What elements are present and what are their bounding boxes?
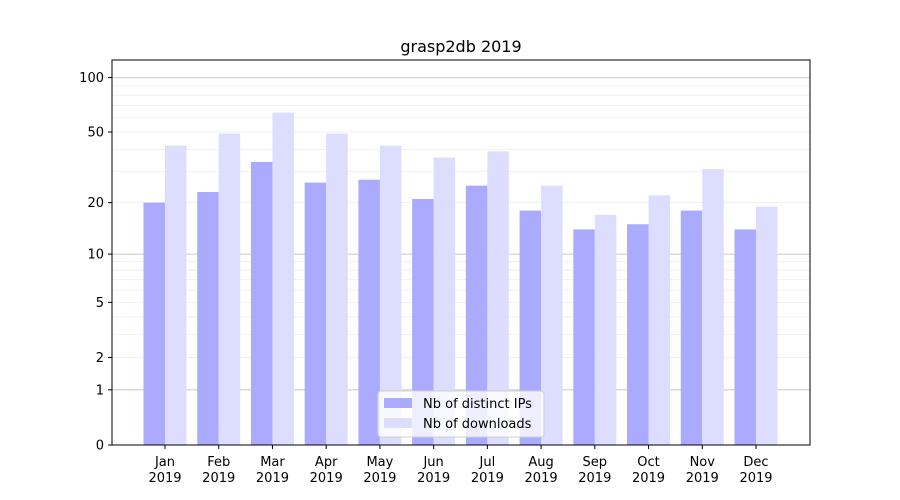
bar-downloads xyxy=(702,169,724,445)
y-tick-label: 100 xyxy=(79,71,104,86)
x-tick-label: Oct 2019 xyxy=(632,455,665,486)
x-tick-label: Feb 2019 xyxy=(202,455,235,486)
bar-distinct-ips xyxy=(143,202,165,445)
y-tick-label: 5 xyxy=(96,296,104,311)
legend: Nb of distinct IPs Nb of downloads xyxy=(377,390,545,438)
bar-distinct-ips xyxy=(465,185,488,446)
x-tick-label: May 2019 xyxy=(363,455,396,486)
bar-downloads xyxy=(756,206,778,445)
legend-label: Nb of distinct IPs xyxy=(423,397,532,412)
bar-downloads xyxy=(648,195,671,445)
legend-swatch xyxy=(384,398,412,408)
bar-distinct-ips xyxy=(573,229,595,445)
y-tick-label: 2 xyxy=(96,351,104,366)
bar-distinct-ips xyxy=(250,161,273,445)
bar-downloads xyxy=(218,133,241,445)
plot-frame xyxy=(111,59,811,446)
bar-distinct-ips xyxy=(197,192,219,445)
bars xyxy=(143,112,778,446)
bar-distinct-ips xyxy=(627,224,649,445)
y-tick-label: 20 xyxy=(87,196,104,211)
bar-downloads xyxy=(487,151,509,445)
y-tick-label: 10 xyxy=(87,248,104,263)
x-tick-label: Jan 2019 xyxy=(148,455,181,486)
x-tick-label: Mar 2019 xyxy=(256,455,289,486)
x-tick-label: Sep 2019 xyxy=(578,455,611,486)
y-tick-label: 50 xyxy=(87,126,104,141)
x-tick-label: Aug 2019 xyxy=(525,455,558,486)
bar-distinct-ips xyxy=(519,210,542,445)
bar-downloads xyxy=(379,145,402,445)
bar-downloads xyxy=(326,133,348,445)
bar-downloads xyxy=(433,157,456,446)
bar-downloads xyxy=(594,214,617,445)
x-axis: Jan 2019 Feb 2019 Mar 2019 Apr 2019 May 2019 Jun 20… xyxy=(148,445,773,486)
bar-downloads xyxy=(272,112,294,445)
bar-distinct-ips xyxy=(412,198,434,445)
x-tick-label: Dec 2019 xyxy=(739,455,772,486)
y-tick-label: 1 xyxy=(96,383,104,398)
legend-swatch xyxy=(384,418,412,428)
legend-box xyxy=(377,390,545,438)
legend-label: Nb of downloads xyxy=(423,417,532,432)
y-axis: 0 1 2 5 10 20 50 100 xyxy=(79,71,112,454)
bar-distinct-ips xyxy=(734,229,756,445)
bar-distinct-ips xyxy=(304,182,327,445)
bar-distinct-ips xyxy=(358,179,380,445)
chart-title: grasp2db 2019 xyxy=(400,37,521,56)
x-tick-label: Jul 2019 xyxy=(471,455,504,486)
bar-distinct-ips xyxy=(680,210,703,445)
x-tick-label: Nov 2019 xyxy=(686,455,719,486)
x-tick-label: Jun 2019 xyxy=(417,455,450,486)
y-tick-label: 0 xyxy=(96,439,104,454)
bar-downloads xyxy=(541,185,563,446)
bar-downloads xyxy=(165,145,187,445)
x-tick-label: Apr 2019 xyxy=(310,455,343,486)
